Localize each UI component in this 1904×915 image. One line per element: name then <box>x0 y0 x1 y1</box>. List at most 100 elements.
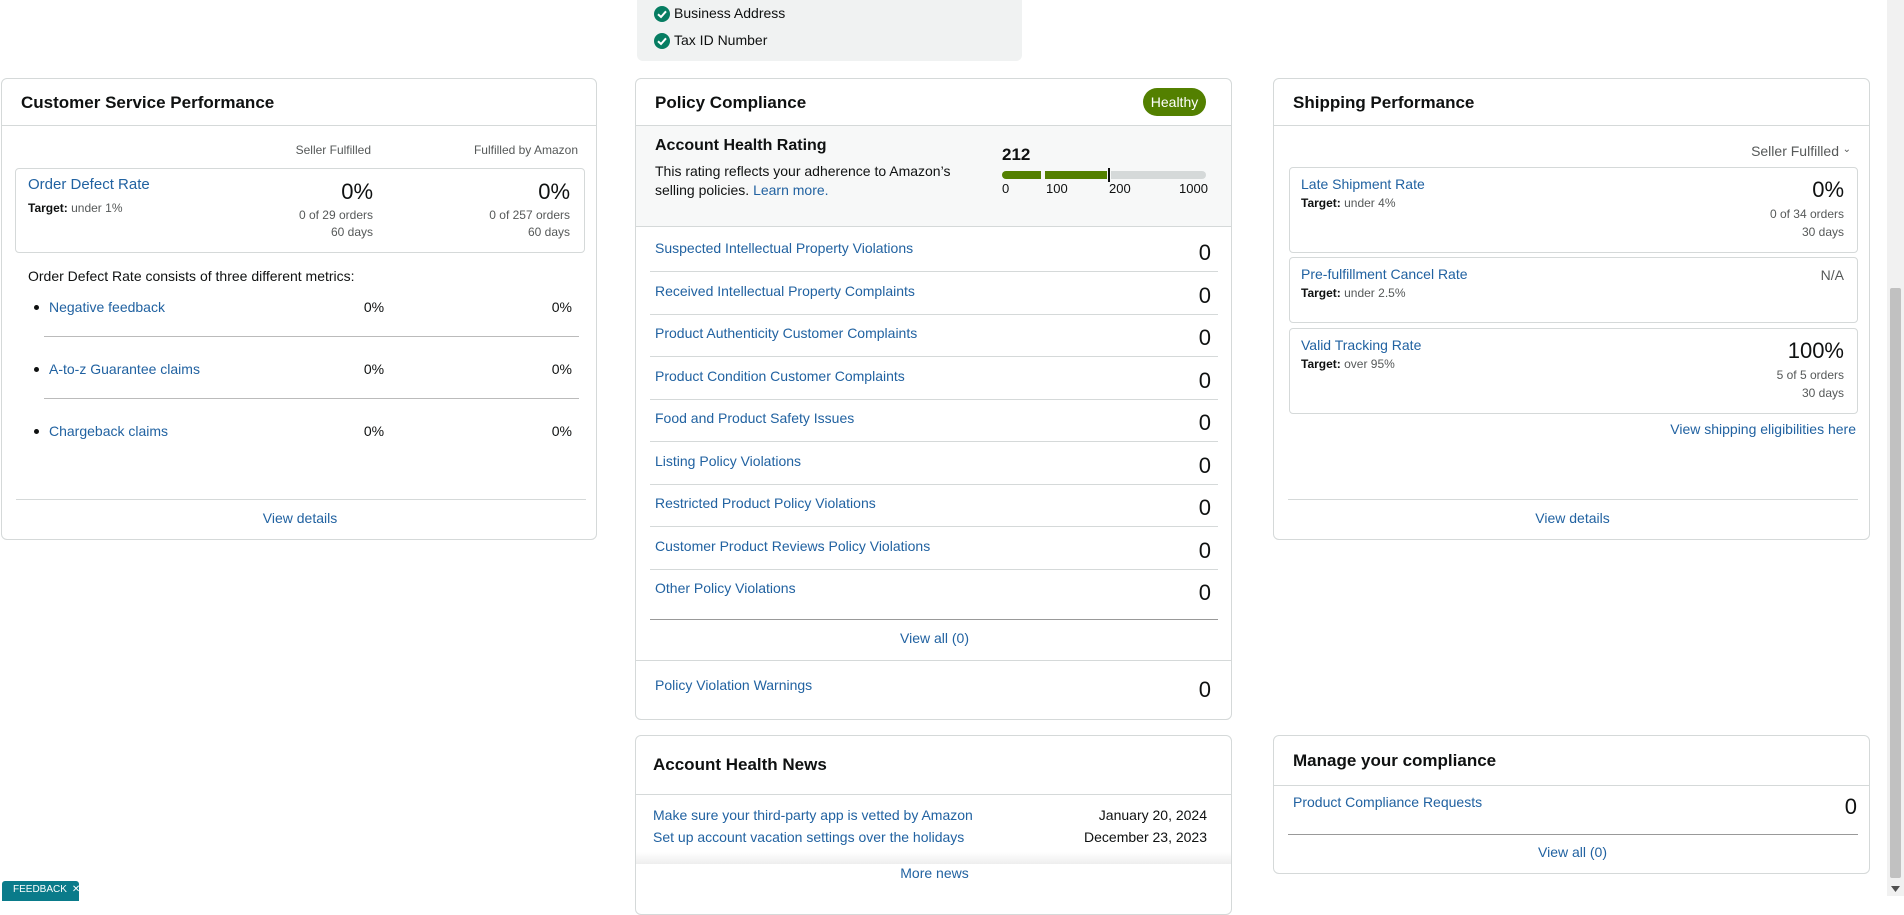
panel-title: Customer Service Performance <box>21 93 275 112</box>
policy-row-link[interactable]: Received Intellectual Property Complaint… <box>655 282 915 299</box>
metric-days: 30 days <box>1801 386 1844 400</box>
target-label: Target: <box>1301 196 1341 210</box>
bullet <box>34 429 39 434</box>
metric-orders: 0 of 34 orders <box>1769 207 1844 221</box>
metric-link[interactable]: Late Shipment Rate <box>1301 176 1425 192</box>
metric-orders: 5 of 5 orders <box>1776 368 1844 382</box>
news-date: January 20, 2024 <box>1098 807 1207 823</box>
odr-orders: 0 of 29 orders <box>298 208 373 222</box>
policy-row-count: 0 <box>1198 240 1211 265</box>
odr-value: 0% <box>341 179 373 204</box>
policy-row-count: 0 <box>1198 452 1211 478</box>
divider <box>1274 125 1869 126</box>
policy-row-count: 0 <box>1198 325 1211 350</box>
policy-row-count: 0 <box>1198 367 1211 393</box>
divider <box>16 499 586 500</box>
policy-row-count: 0 <box>1198 580 1211 605</box>
target: Target: under 4% <box>1301 196 1395 210</box>
scale-label: 0 <box>1002 181 1010 196</box>
filter-dropdown[interactable]: Seller Fulfilled <box>1751 143 1839 159</box>
divider <box>650 568 1218 570</box>
panel-title: Account Health News <box>653 755 827 774</box>
scale-label: 200 <box>1109 181 1131 196</box>
divider <box>650 526 1218 527</box>
policy-row-link[interactable]: Product Condition Customer Complaints <box>655 367 905 384</box>
policy-row-link[interactable]: Restricted Product Policy Violations <box>655 495 876 511</box>
policy-row-count: 0 <box>1198 282 1211 308</box>
shipping-panel: Shipping Performance Seller Fulfilled ⌄ Lat… <box>1273 78 1870 540</box>
divider <box>1288 499 1858 500</box>
scrollbar-thumb[interactable] <box>1890 288 1901 878</box>
more-news[interactable]: More news <box>900 865 969 881</box>
verification-item: Tax ID Number <box>674 32 768 48</box>
scale-label: 100 <box>1046 181 1068 196</box>
metric-value: N/A <box>1820 267 1844 283</box>
odr-link[interactable]: Order Defect Rate <box>28 176 150 193</box>
target: Target: over 95% <box>1301 357 1395 371</box>
panel-title: Shipping Performance <box>1293 93 1475 112</box>
feedback-close[interactable]: ✕ <box>71 884 81 895</box>
warnings-link[interactable]: Policy Violation Warnings <box>655 677 813 693</box>
policy-row-link[interactable]: Product Authenticity Customer Complaints <box>655 325 918 341</box>
divider <box>650 619 1218 620</box>
metric-link[interactable]: A-to-z Guarantee claims <box>49 361 200 377</box>
policy-row-link[interactable]: Suspected Intellectual Property Violatio… <box>655 240 914 256</box>
check-icon <box>654 6 670 22</box>
verification-box: Business Address Tax ID Number <box>637 0 1022 61</box>
metric-link[interactable]: Valid Tracking Rate <box>1301 337 1422 353</box>
metric-fba: 0% <box>551 361 572 377</box>
news-link[interactable]: Set up account vacation settings over th… <box>653 829 965 845</box>
policy-row-link[interactable]: Customer Product Reviews Policy Violatio… <box>655 537 931 554</box>
divider <box>1288 834 1858 835</box>
ahr-text: This rating reflects your adherence to A… <box>655 163 951 198</box>
scrollbar <box>1887 0 1904 896</box>
policy-row-link[interactable]: Food and Product Safety Issues <box>655 410 855 426</box>
news-link[interactable]: Make sure your third-party app is vetted… <box>653 807 973 823</box>
bar-marker <box>1108 168 1110 182</box>
divider <box>1274 785 1869 786</box>
divider <box>650 271 1218 272</box>
health-badge: Healthy <box>1143 88 1206 116</box>
feedback-tab[interactable]: FEEDBACK ✕ <box>2 881 81 901</box>
view-all[interactable]: View all (0) <box>1538 844 1607 860</box>
policy-row-link[interactable]: Listing Policy Violations <box>655 452 802 469</box>
policy-row-link[interactable]: Other Policy Violations <box>655 580 796 596</box>
bar-seg <box>1045 171 1107 179</box>
ahr-score: 212 <box>1002 145 1031 164</box>
metric-fba: 0% <box>551 299 572 315</box>
metric-box <box>1289 167 1858 253</box>
odr-box <box>15 168 585 253</box>
divider <box>636 660 1231 661</box>
metric-link[interactable]: Negative feedback <box>49 299 165 315</box>
divider <box>650 441 1218 442</box>
compliance-count: 0 <box>1844 794 1857 819</box>
metric-link[interactable]: Pre-fulfillment Cancel Rate <box>1301 266 1468 282</box>
odr-intro: Order Defect Rate consists of three diff… <box>28 268 355 284</box>
learn-more[interactable]: Learn more. <box>753 182 829 198</box>
odr-orders: 0 of 257 orders <box>489 208 570 222</box>
metric-value: 0% <box>1812 177 1844 202</box>
compliance-panel: Manage your compliance Product Compliance… <box>1273 735 1870 874</box>
odr-days: 60 days <box>527 225 570 239</box>
view-details[interactable]: View details <box>262 510 338 526</box>
bar-seg <box>1111 171 1206 179</box>
compliance-link[interactable]: Product Compliance Requests <box>1293 794 1483 810</box>
divider <box>2 125 596 126</box>
target-value: under 1% <box>67 201 123 215</box>
target-label: Target: <box>1301 286 1341 300</box>
column-header: Seller Fulfilled <box>295 143 371 157</box>
divider <box>650 313 1218 315</box>
eligibility-link[interactable]: View shipping eligibilities here <box>1670 421 1856 437</box>
view-details[interactable]: View details <box>1535 510 1610 526</box>
panel-title: Manage your compliance <box>1293 751 1497 770</box>
news-panel: Account Health News Make sure your third-… <box>635 735 1232 915</box>
view-all[interactable]: View all (0) <box>900 630 969 646</box>
policy-row-count: 0 <box>1198 410 1211 435</box>
divider <box>44 336 579 337</box>
divider <box>650 483 1218 485</box>
metric-link[interactable]: Chargeback claims <box>49 423 169 439</box>
metric-seller: 0% <box>363 299 385 315</box>
policy-compliance-panel: Policy Compliance Healthy Account Health R… <box>635 78 1232 720</box>
verification-item: Business Address <box>674 5 786 21</box>
scroll-down-arrow[interactable] <box>1887 882 1904 896</box>
